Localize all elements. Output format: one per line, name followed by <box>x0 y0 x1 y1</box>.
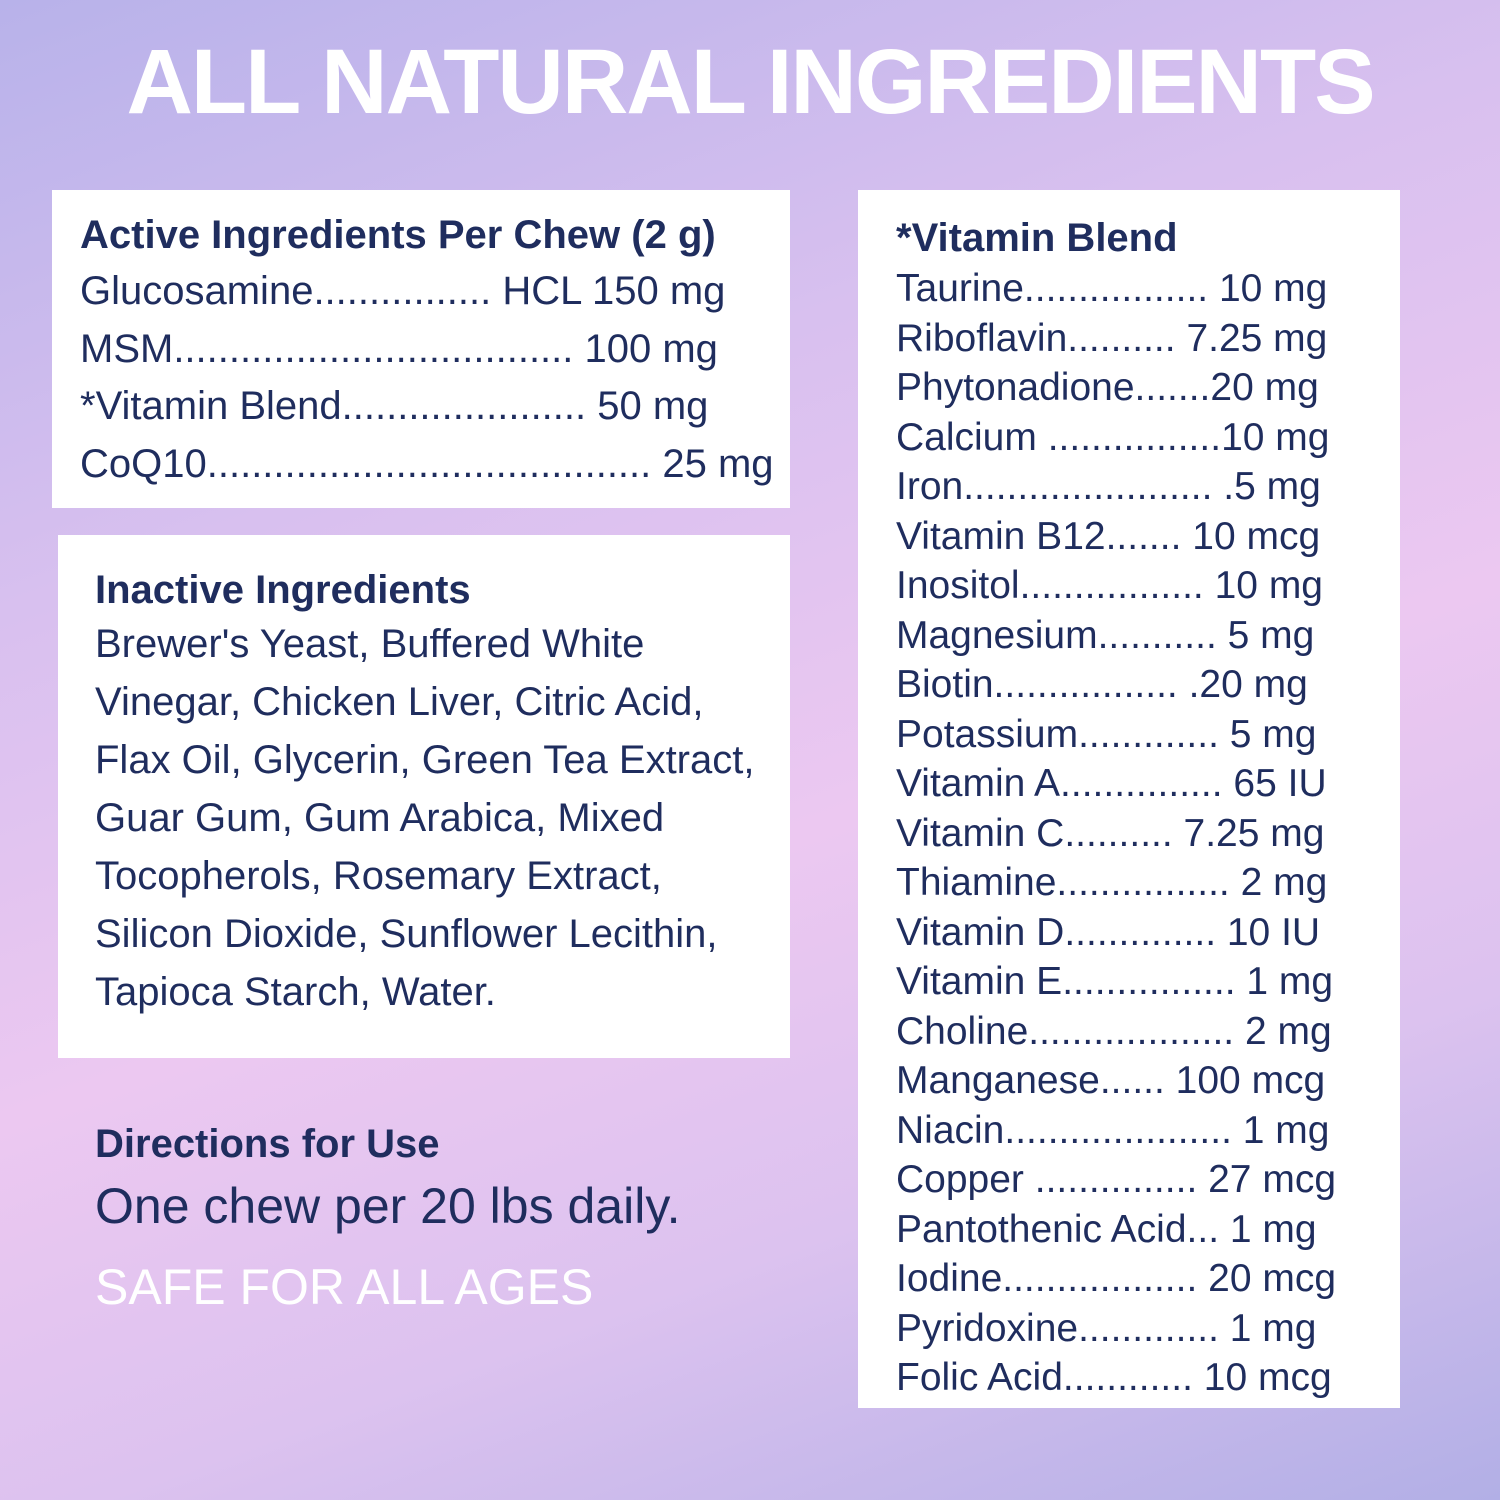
vitamin-row: Biotin................. .20 mg <box>896 663 1308 706</box>
active-ingredient-row: CoQ10...................................… <box>80 441 774 486</box>
vitamin-row: Copper ............... 27 mcg <box>896 1158 1337 1201</box>
active-ingredients-panel: Active Ingredients Per Chew (2 g) Glucos… <box>52 190 790 508</box>
active-ingredients-heading: Active Ingredients Per Chew (2 g) <box>80 213 716 257</box>
vitamin-row: Vitamin C.......... 7.25 mg <box>896 811 1325 855</box>
vitamin-row: Thiamine................ 2 mg <box>896 861 1328 904</box>
vitamin-row: Vitamin B12....... 10 mcg <box>896 514 1321 558</box>
vitamin-row: Calcium ................10 mg <box>896 415 1330 459</box>
vitamin-row: Pantothenic Acid... 1 mg <box>896 1207 1317 1251</box>
vitamin-row: Vitamin A............... 65 IU <box>896 762 1327 805</box>
vitamin-row: Iodine.................. 20 mcg <box>896 1257 1337 1300</box>
directions-text: One chew per 20 lbs daily. <box>95 1178 681 1234</box>
active-ingredient-row: Glucosamine................ HCL 150 mg <box>80 269 726 313</box>
vitamin-row: Niacin..................... 1 mg <box>896 1108 1330 1152</box>
vitamin-row: Iron....................... .5 mg <box>896 465 1321 508</box>
active-ingredient-row: MSM.................................... … <box>80 326 718 371</box>
safe-for-all-ages-text: SAFE FOR ALL AGES <box>95 1259 594 1315</box>
inactive-ingredients-heading: Inactive Ingredients <box>95 568 471 612</box>
inactive-ingredients-text: Brewer's Yeast, Buffered White Vinegar, … <box>95 622 755 1014</box>
inactive-ingredients-panel: Inactive Ingredients Brewer's Yeast, Buf… <box>58 535 790 1058</box>
active-ingredient-row: *Vitamin Blend...................... 50 … <box>80 384 709 428</box>
directions-heading: Directions for Use <box>95 1122 440 1166</box>
directions-section: Directions for Use One chew per 20 lbs d… <box>95 1118 681 1316</box>
vitamin-row: Choline................... 2 mg <box>896 1009 1332 1053</box>
vitamin-row: Phytonadione.......20 mg <box>896 366 1319 409</box>
vitamin-row: Taurine................. 10 mg <box>896 267 1328 310</box>
vitamin-blend-heading: *Vitamin Blend <box>896 216 1178 260</box>
vitamin-blend-panel: *Vitamin Blend Taurine................. … <box>858 190 1400 1408</box>
vitamin-row: Inositol................. 10 mg <box>896 564 1324 607</box>
vitamin-row: Folic Acid............ 10 mcg <box>896 1356 1332 1399</box>
vitamin-row: Vitamin D.............. 10 IU <box>896 910 1321 954</box>
vitamin-row: Pyridoxine............. 1 mg <box>896 1306 1317 1350</box>
vitamin-row: Vitamin E................ 1 mg <box>896 960 1334 1003</box>
vitamin-row: Potassium............. 5 mg <box>896 712 1317 756</box>
page-title: ALL NATURAL INGREDIENTS <box>126 31 1375 133</box>
vitamin-row: Manganese...... 100 mcg <box>896 1059 1326 1102</box>
vitamin-row: Riboflavin.......... 7.25 mg <box>896 316 1328 360</box>
vitamin-row: Magnesium........... 5 mg <box>896 613 1315 657</box>
